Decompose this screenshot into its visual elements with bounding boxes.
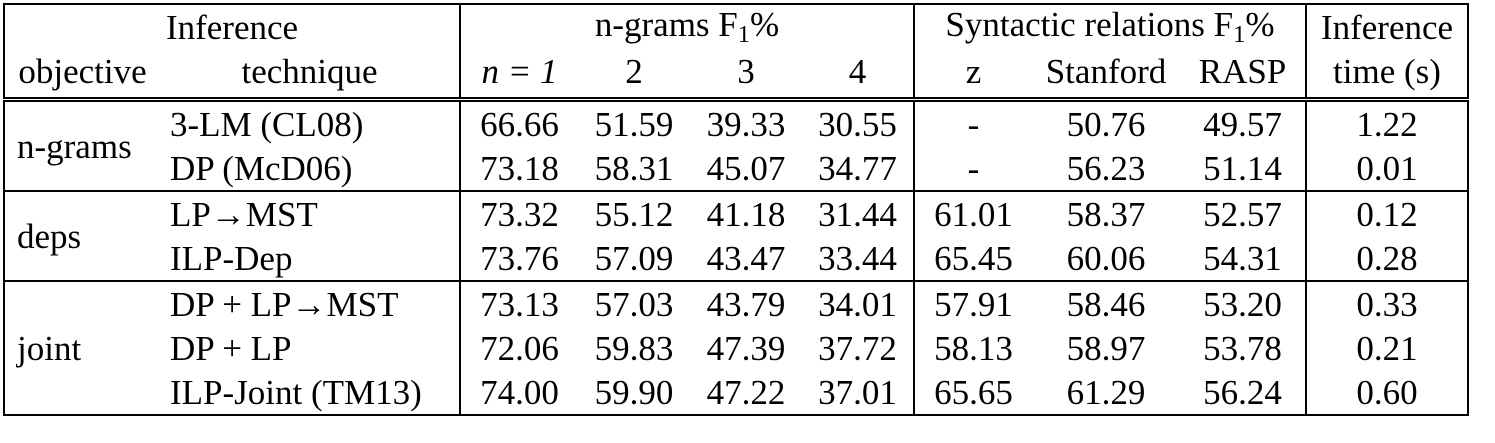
table-row: n-grams 3-LM (CL08) 66.66 51.59 39.33 30.55-5…	[4, 98, 1468, 191]
cell-rasp: 51.14	[1203, 148, 1282, 188]
cell-n3: 43.47	[706, 238, 786, 278]
cell-z: 61.01	[913, 190, 1032, 236]
header-syntactic-f1: Syntactic relations F1%	[913, 4, 1306, 49]
objective-cell: deps	[4, 190, 160, 281]
cell-n3: 39.33	[690, 98, 802, 146]
header-ngrams-f1: n-grams F1%	[459, 4, 914, 49]
header-ngrams-label: n-grams F	[594, 4, 738, 44]
cell-n2: 55.12	[578, 190, 690, 236]
table-row: DP + LP 72.06 59.83 47.39 37.72 58.13 58.97 53.…	[4, 326, 1468, 370]
cell-z: -	[913, 146, 1032, 191]
objective-cell: joint	[4, 280, 160, 415]
table-row: DP (McD06) 73.18 58.31 45.07 34.77-56.23 51.1…	[4, 146, 1468, 191]
cell-z: 65.45	[913, 236, 1032, 281]
header-ngrams-subscript: 1	[737, 20, 750, 48]
cell-n1: 72.06	[459, 326, 578, 370]
cell-stanford: 58.97	[1066, 328, 1146, 368]
cell-n1: 73.18	[459, 146, 578, 191]
table-row: ILP-Joint (TM13) 74.00 59.90 47.22 37.01 65.6…	[4, 370, 1468, 415]
cell-n3: 47.39	[706, 328, 786, 368]
technique-cell: 3-LM (CL08)	[160, 98, 460, 146]
cell-n4: 34.01	[802, 280, 914, 326]
cell-time: 0.60	[1305, 370, 1468, 415]
cell-n3: 43.79	[690, 280, 802, 326]
technique-cell: DP (McD06)	[170, 148, 353, 188]
header-inference-time-top: Inference	[1305, 4, 1468, 49]
cell-n2: 57.09	[594, 238, 674, 278]
cell-z: 57.91	[913, 280, 1032, 326]
header-row-1: Inference n-grams F1% Syntactic relation…	[4, 4, 1468, 49]
cell-n4: 37.01	[818, 372, 897, 412]
header-ngrams-percent: %	[750, 4, 780, 44]
header-n1: n = 1	[459, 49, 578, 102]
cell-time: 1.22	[1305, 98, 1468, 146]
cell-n1: 74.00	[459, 370, 578, 415]
cell-n1: 73.13	[459, 280, 578, 326]
header-syntactic-percent: %	[1245, 4, 1275, 44]
cell-n3: 45.07	[706, 148, 786, 188]
header-time: time (s)	[1305, 49, 1468, 102]
header-n3: 3	[690, 49, 802, 102]
header-row-2: objective technique n = 1 2 3 4 z Stanfo…	[4, 49, 1468, 102]
header-syntactic-subscript: 1	[1233, 20, 1246, 48]
cell-stanford: 61.29	[1066, 372, 1146, 412]
cell-stanford: 56.23	[1066, 148, 1146, 188]
cell-rasp: 49.57	[1180, 98, 1306, 146]
cell-time: 0.28	[1305, 236, 1468, 281]
cell-n3: 41.18	[690, 190, 802, 236]
results-table: Inference n-grams F1% Syntactic relation…	[3, 3, 1469, 416]
cell-n1: 66.66	[459, 98, 578, 146]
cell-stanford: 58.46	[1032, 280, 1180, 326]
header-stanford: Stanford	[1032, 49, 1180, 102]
header-n2: 2	[578, 49, 690, 102]
cell-n4: 33.44	[818, 238, 897, 278]
cell-rasp: 53.20	[1180, 280, 1306, 326]
technique-cell: DP + LP→MST	[160, 280, 460, 326]
header-rasp: RASP	[1180, 49, 1306, 102]
cell-n2: 59.90	[594, 372, 674, 412]
cell-n1: 73.32	[459, 190, 578, 236]
cell-stanford: 60.06	[1066, 238, 1146, 278]
results-table-container: Inference n-grams F1% Syntactic relation…	[3, 3, 1469, 416]
objective-cell: n-grams	[4, 98, 160, 191]
cell-n4: 30.55	[802, 98, 914, 146]
cell-n4: 37.72	[818, 328, 897, 368]
cell-stanford: 58.37	[1032, 190, 1180, 236]
table-row: joint DP + LP→MST 73.13 57.03 43.79 34.01 57.9…	[4, 280, 1468, 415]
technique-cell: LP→MST	[160, 190, 460, 236]
cell-rasp: 52.57	[1180, 190, 1306, 236]
table-row: ILP-Dep 73.76 57.09 43.47 33.44 65.45 60.06 54.…	[4, 236, 1468, 281]
cell-n4: 31.44	[802, 190, 914, 236]
cell-z: -	[913, 98, 1032, 146]
cell-n1: 73.76	[459, 236, 578, 281]
cell-n2: 51.59	[578, 98, 690, 146]
header-n4: 4	[802, 49, 914, 102]
technique-cell: DP + LP	[170, 328, 292, 368]
cell-z: 65.65	[913, 370, 1032, 415]
cell-rasp: 56.24	[1203, 372, 1282, 412]
cell-stanford: 50.76	[1032, 98, 1180, 146]
header-syntactic-label: Syntactic relations F	[945, 4, 1234, 44]
header-technique: technique	[160, 49, 460, 102]
header-inference: Inference	[165, 7, 299, 47]
cell-time: 0.12	[1305, 190, 1468, 236]
cell-time: 0.21	[1305, 326, 1468, 370]
header-z: z	[913, 49, 1032, 102]
technique-cell: ILP-Dep	[170, 238, 293, 278]
cell-rasp: 54.31	[1203, 238, 1282, 278]
cell-n3: 47.22	[706, 372, 786, 412]
cell-n4: 34.77	[818, 148, 897, 188]
cell-rasp: 53.78	[1203, 328, 1282, 368]
table-row: deps LP→MST 73.32 55.12 41.18 31.44 61.01 58.37…	[4, 190, 1468, 281]
cell-n2: 59.83	[594, 328, 674, 368]
cell-z: 58.13	[913, 326, 1032, 370]
cell-n2: 58.31	[594, 148, 674, 188]
cell-n2: 57.03	[578, 280, 690, 326]
header-objective: objective	[4, 49, 160, 102]
results-body: n-grams 3-LM (CL08) 66.66 51.59 39.33 30.55-5…	[4, 98, 1468, 415]
technique-cell: ILP-Joint (TM13)	[170, 372, 422, 412]
cell-time: 0.01	[1305, 146, 1468, 191]
cell-time: 0.33	[1305, 280, 1468, 326]
